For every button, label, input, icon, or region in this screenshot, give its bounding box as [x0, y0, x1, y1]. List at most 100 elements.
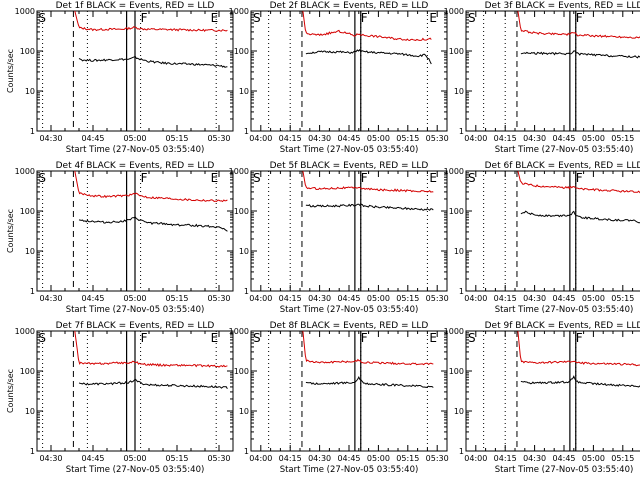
x-axis-label: Start Time (27-Nov-05 03:55:40) — [280, 305, 419, 315]
chart-panel-2: Det 2f BLACK = Events, RED = LLD 1 10 100 10… — [229, 1, 449, 155]
x-tick-label: 04:15 — [494, 134, 517, 143]
events-series-line — [78, 378, 228, 389]
lld-series-line — [74, 170, 228, 203]
marker-e: E — [429, 331, 437, 345]
marker-f: F — [361, 11, 368, 25]
plot-frame — [465, 330, 640, 452]
x-tick-label: 04:45 — [81, 454, 104, 463]
x-axis-label: Start Time (27-Nov-05 03:55:40) — [280, 465, 419, 475]
x-tick-label: 05:15 — [396, 294, 419, 303]
lld-series-line — [74, 10, 228, 33]
x-tick-label: 04:15 — [279, 134, 302, 143]
x-tick-label: 04:45 — [337, 454, 360, 463]
y-tick-label: 1000 — [15, 327, 35, 336]
y-tick-label: 10 — [454, 407, 464, 416]
y-tick-label: 1 — [459, 287, 464, 296]
y-tick-label: 100 — [449, 367, 464, 376]
x-tick-label: 04:45 — [81, 134, 104, 143]
marker-s: S — [253, 171, 261, 185]
chart-title: Det 7f BLACK = Events, RED = LLD — [56, 321, 215, 331]
chart-panel-7: Det 7f BLACK = Events, RED = LLD 1 10 100 10… — [6, 321, 234, 475]
x-tick-label: 04:45 — [81, 294, 104, 303]
chart-panel-4: Det 4f BLACK = Events, RED = LLD 1 10 100 10… — [6, 161, 234, 315]
y-tick-label: 10 — [239, 247, 249, 256]
x-tick-label: 05:00 — [123, 134, 146, 143]
marker-e: E — [211, 11, 219, 25]
x-tick-label: 04:30 — [39, 454, 62, 463]
chart-panel-5: Det 5f BLACK = Events, RED = LLD 1 10 100 10… — [229, 161, 449, 315]
x-tick-label: 04:45 — [337, 134, 360, 143]
y-axis-label: Counts/sec — [6, 209, 15, 253]
events-series-line — [78, 216, 228, 232]
y-tick-label: 1 — [244, 287, 249, 296]
x-tick-label: 04:45 — [552, 294, 575, 303]
y-tick-label: 1 — [30, 127, 35, 136]
y-tick-label: 100 — [234, 47, 249, 56]
marker-s: S — [253, 331, 261, 345]
x-axis-label: Start Time (27-Nov-05 03:55:40) — [495, 145, 634, 155]
x-tick-label: 05:15 — [165, 134, 188, 143]
marker-s: S — [38, 171, 46, 185]
y-tick-label: 10 — [25, 407, 35, 416]
x-tick-label: 05:30 — [207, 134, 230, 143]
x-tick-label: 05:30 — [426, 134, 449, 143]
x-tick-label: 04:30 — [39, 294, 62, 303]
plot-frame — [250, 330, 448, 452]
y-tick-label: 100 — [20, 207, 35, 216]
chart-title: Det 9f BLACK = Events, RED = LLD — [485, 321, 640, 331]
x-tick-label: 05:15 — [396, 454, 419, 463]
x-tick-label: 05:30 — [426, 454, 449, 463]
y-tick-label: 1000 — [444, 7, 464, 16]
x-tick-label: 04:15 — [279, 454, 302, 463]
marker-s: S — [468, 171, 476, 185]
lld-series-line — [517, 330, 640, 367]
x-tick-label: 05:00 — [582, 294, 605, 303]
marker-e: E — [429, 11, 437, 25]
x-tick-label: 05:30 — [207, 454, 230, 463]
chart-title: Det 3f BLACK = Events, RED = LLD — [485, 1, 640, 11]
x-tick-label: 04:30 — [523, 134, 546, 143]
marker-s: S — [38, 11, 46, 25]
y-tick-label: 100 — [20, 47, 35, 56]
y-tick-label: 10 — [25, 87, 35, 96]
chart-panel-9: Det 9f BLACK = Events, RED = LLD 1 10 100 10… — [444, 321, 640, 475]
x-tick-label: 04:15 — [279, 294, 302, 303]
marker-f: F — [141, 11, 148, 25]
chart-title: Det 4f BLACK = Events, RED = LLD — [56, 161, 215, 171]
y-tick-label: 1 — [30, 447, 35, 456]
events-series-line — [520, 375, 640, 388]
x-tick-label: 05:00 — [367, 454, 390, 463]
x-axis-label: Start Time (27-Nov-05 03:55:40) — [66, 145, 205, 155]
lld-series-line — [517, 170, 640, 194]
marker-e: E — [211, 331, 219, 345]
events-series-line — [78, 55, 228, 68]
chart-title: Det 6f BLACK = Events, RED = LLD — [485, 161, 640, 171]
y-tick-label: 10 — [239, 87, 249, 96]
x-tick-label: 05:30 — [207, 294, 230, 303]
x-tick-label: 05:15 — [165, 294, 188, 303]
x-tick-label: 05:00 — [367, 134, 390, 143]
chart-title: Det 1f BLACK = Events, RED = LLD — [56, 1, 215, 11]
y-tick-label: 1 — [244, 447, 249, 456]
x-tick-label: 05:00 — [367, 294, 390, 303]
chart-title: Det 2f BLACK = Events, RED = LLD — [270, 1, 429, 11]
y-tick-label: 100 — [20, 367, 35, 376]
y-tick-label: 1000 — [229, 167, 249, 176]
y-tick-label: 10 — [454, 247, 464, 256]
x-tick-label: 04:00 — [464, 134, 487, 143]
marker-f: F — [361, 171, 368, 185]
x-axis-label: Start Time (27-Nov-05 03:55:40) — [495, 305, 634, 315]
x-tick-label: 04:30 — [39, 134, 62, 143]
x-tick-label: 04:30 — [308, 294, 331, 303]
x-tick-label: 05:00 — [123, 454, 146, 463]
plot-frame — [250, 170, 448, 292]
lld-series-line — [517, 10, 640, 39]
x-tick-label: 04:30 — [308, 134, 331, 143]
plot-frame — [250, 10, 448, 132]
x-tick-label: 04:00 — [249, 134, 272, 143]
y-tick-label: 10 — [239, 407, 249, 416]
y-axis-label: Counts/sec — [6, 369, 15, 413]
x-axis-label: Start Time (27-Nov-05 03:55:40) — [280, 145, 419, 155]
x-tick-label: 04:30 — [308, 454, 331, 463]
